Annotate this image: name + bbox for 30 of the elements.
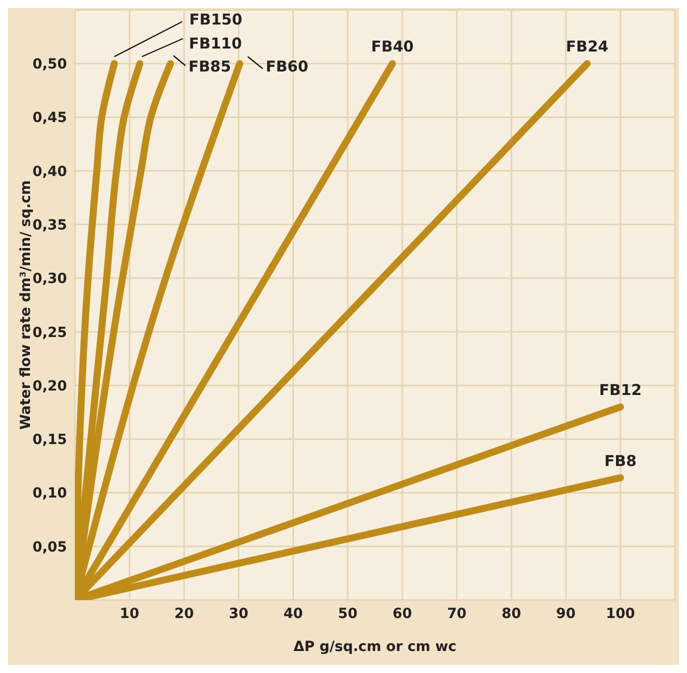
y-axis-title: Water flow rate dm³/min/ sq.cm — [18, 180, 34, 430]
y-tick-label: 0,50 — [32, 56, 68, 73]
text: FB110 — [188, 34, 242, 53]
x-tick-label: 40 — [283, 606, 304, 622]
x-axis-title: ΔP g/sq.cm or cm wc — [294, 639, 456, 655]
y-tick-label: 0,25 — [32, 324, 67, 341]
y-tick-label: 0,30 — [32, 271, 68, 288]
y-tick-label: 0,20 — [32, 378, 68, 394]
x-tick-label: 60 — [392, 606, 412, 622]
series-label: FB24 — [566, 38, 608, 56]
y-tick-label: 0,05 — [32, 539, 67, 556]
x-tick-label: 70 — [447, 606, 467, 622]
y-tick-label: 0,10 — [32, 486, 68, 502]
x-tick-label: 30 — [228, 606, 249, 622]
x-tick-label: 20 — [174, 606, 194, 622]
series-label: FB12 — [599, 381, 642, 400]
series-label: FB85 — [188, 58, 232, 76]
x-tick-label: 80 — [502, 606, 522, 622]
x-tick-label: 100 — [606, 606, 636, 622]
series-label: FB8 — [604, 452, 637, 470]
y-tick-label: 0,45 — [32, 110, 67, 126]
x-tick-label: 50 — [338, 606, 358, 622]
x-tick-label: 90 — [556, 606, 576, 622]
y-tick-label: 0,40 — [32, 164, 68, 180]
text: FB150 — [189, 10, 242, 29]
series-label: FB40 — [371, 38, 414, 56]
series-label: FB60 — [266, 58, 308, 76]
x-tick-label: 10 — [120, 606, 140, 622]
y-tick-label: 0,15 — [32, 432, 67, 448]
y-tick-label: 0,35 — [32, 218, 67, 234]
